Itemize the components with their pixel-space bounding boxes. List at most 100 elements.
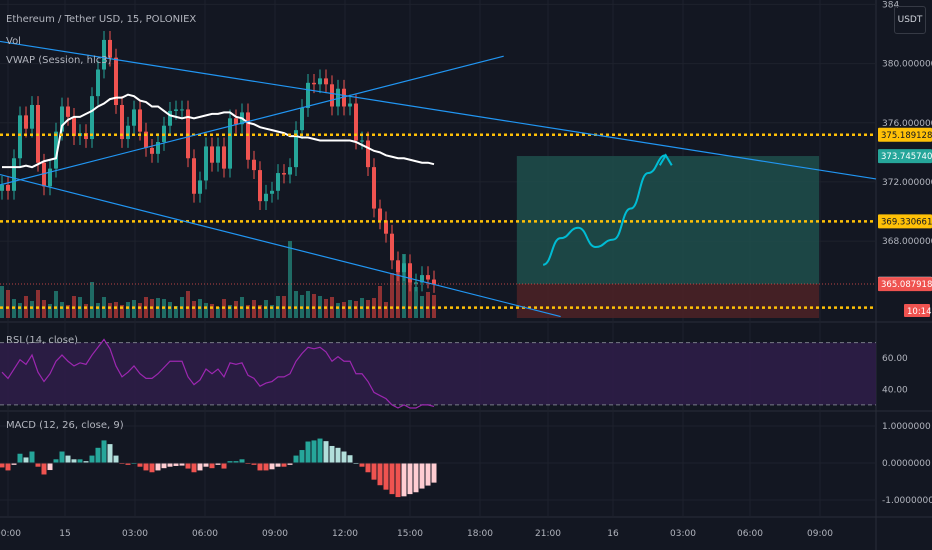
macd-histogram-bar [269,463,275,470]
vwap-label[interactable]: VWAP (Session, hlc3) [6,55,112,66]
candle-body [222,146,226,169]
candle-body [354,103,358,141]
vwap-line [2,93,435,169]
macd-histogram-bar [425,463,431,486]
candle-body [90,96,94,140]
time-tick-label: 16 [607,529,619,539]
macd-histogram-bar [431,463,437,483]
macd-histogram-bar [137,463,143,467]
volume-bar [378,286,382,318]
stop-zone [516,283,820,318]
candle-body [48,168,52,187]
volume-bar [174,306,178,318]
volume-bar [120,305,124,318]
volume-bar [36,290,40,318]
macd-histogram-bar [17,453,23,463]
volume-bar [168,302,172,318]
candle-body [192,158,196,194]
macd-histogram-bar [41,463,47,475]
candle-body [318,78,322,85]
rsi-tick-label: 60.00 [882,354,908,364]
volume-label[interactable]: Vol [6,36,21,47]
volume-bar [264,300,268,318]
candle-body [102,39,106,70]
macd-histogram-bar [371,463,377,480]
volume-bar [288,241,292,318]
candle-body [72,116,76,137]
currency-unit-button[interactable]: USDT [894,6,926,34]
trendline-upper-descending [0,40,877,180]
volume-bar [366,300,370,318]
macd-histogram-bar [167,463,173,467]
candle-body [120,105,124,140]
candle-body [402,263,406,273]
price-label-box [878,277,932,292]
macd-label[interactable]: MACD (12, 26, close, 9) [6,420,124,431]
time-tick-label: 09:00 [807,529,833,539]
macd-histogram-bar [323,441,329,463]
candle-body [336,88,340,107]
trendline-lower-descending [0,173,561,318]
volume-bar [246,305,250,318]
macd-histogram-bar [401,463,407,497]
macd-histogram-bar [191,463,197,473]
rsi-label[interactable]: RSI (14, close) [6,335,79,346]
candle-body [168,110,172,126]
volume-bar [84,304,88,318]
macd-histogram-bar [257,463,263,471]
volume-bar [306,291,310,318]
countdown-box [904,304,930,317]
candle-body [126,125,130,140]
projection-arrowhead [658,153,673,166]
macd-histogram-bar [263,463,269,471]
volume-bar [114,302,118,318]
volume-bar [216,307,220,318]
volume-bar [30,301,34,318]
macd-histogram-bar [227,461,233,463]
macd-histogram-bar [71,459,77,463]
macd-histogram-bar [365,463,371,473]
price-label-text: 365.08791879 [881,280,932,290]
symbol-title[interactable]: Ethereum / Tether USD, 15, POLONIEX [6,14,197,25]
macd-histogram-bar [407,463,413,495]
macd-histogram-bar [59,451,65,463]
candle-body [174,109,178,111]
candle-body [96,69,100,97]
price-label-text: 373.74574045 [881,152,932,162]
volume-bar [270,305,274,318]
macd-histogram-bar [197,463,203,471]
candle-body [264,193,268,202]
volume-bar [396,262,400,318]
macd-histogram-bar [101,440,107,463]
macd-tick-label: -1.0000000 [882,496,932,506]
macd-histogram-bar [149,463,155,473]
macd-histogram-bar [5,463,11,471]
rsi-band-fill [0,342,876,405]
time-tick-label: 21:00 [535,529,561,539]
volume-bar [18,303,22,318]
macd-histogram-bar [359,463,365,467]
candle-body [366,140,370,168]
volume-bar [408,268,412,318]
volume-bar [192,301,196,318]
macd-tick-label: 0.0000000 [882,459,931,469]
candle-body [324,78,328,85]
time-tick-label: 00:00 [0,529,21,539]
candle-body [114,57,118,106]
volume-bar [126,302,130,318]
candle-body [54,131,58,169]
macd-histogram-bar [185,463,191,469]
macd-histogram-bar [215,463,221,465]
macd-histogram-bar [281,463,287,467]
volume-bar [414,287,418,318]
candle-body [300,107,304,131]
candle-body [348,103,352,107]
candle-body [24,115,28,129]
candle-body [396,260,400,273]
volume-bar [6,290,10,318]
macd-histogram-bar [239,459,245,463]
price-tick-label: 372.0000000 [882,178,932,188]
candle-body [42,162,46,187]
candle-body [282,173,286,175]
